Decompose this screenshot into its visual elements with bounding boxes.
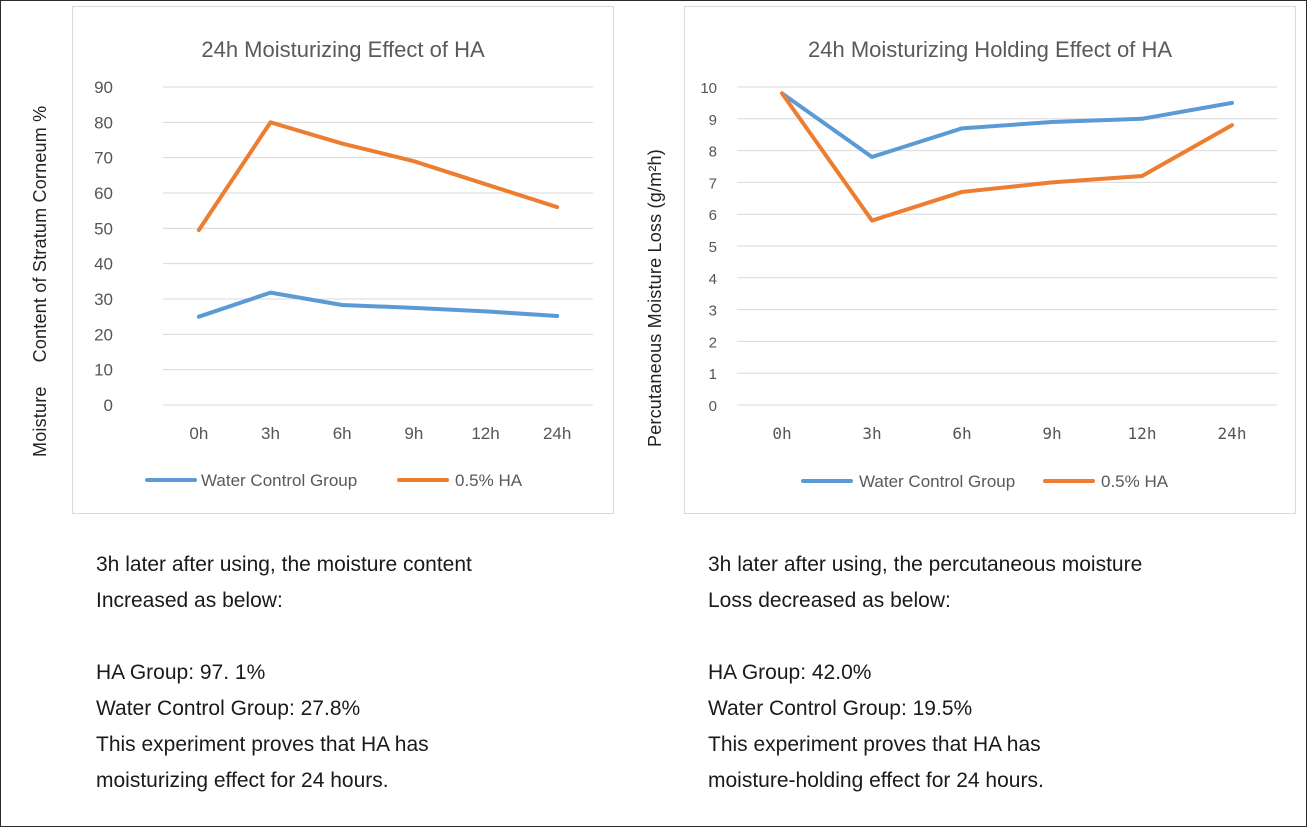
y-tick-label: 8 xyxy=(709,144,717,161)
note-line: Increased as below: xyxy=(96,589,283,612)
x-tick-label: 24h xyxy=(1218,424,1247,443)
x-tick-label: 6h xyxy=(333,424,352,443)
note-line: 3h later after using, the moisture conte… xyxy=(96,553,472,576)
note-line: moisture-holding effect for 24 hours. xyxy=(708,769,1044,792)
x-tick-label: 9h xyxy=(1042,424,1061,443)
legend-label: 0.5% HA xyxy=(455,471,523,490)
y-axis-label: Moisture Content of Stratum Corneum % xyxy=(30,106,51,457)
y-tick-label: 40 xyxy=(94,255,113,274)
legend-label: 0.5% HA xyxy=(1101,472,1169,491)
legend-label: Water Control Group xyxy=(859,472,1015,491)
x-tick-label: 9h xyxy=(404,424,423,443)
y-axis-label-part: Moisture xyxy=(30,386,50,457)
note-line: HA Group: 42.0% xyxy=(708,661,872,684)
series-line-water-control xyxy=(196,290,560,319)
chart-panel-holding: 24h Moisturizing Holding Effect of HA 0 1… xyxy=(684,6,1296,514)
x-tick-label: 0h xyxy=(189,424,208,443)
x-tick-label: 3h xyxy=(862,424,881,443)
notes-holding: 3h later after using, the percutaneous m… xyxy=(708,547,1268,799)
y-tick-label: 50 xyxy=(94,219,113,238)
x-tick-label: 12h xyxy=(1128,424,1157,443)
note-line: This experiment proves that HA has xyxy=(96,733,429,756)
y-tick-label: 9 xyxy=(709,112,717,129)
note-line: HA Group: 97. 1% xyxy=(96,661,266,684)
series-line-ha xyxy=(196,120,560,233)
y-axis-label: Percutaneous Moisture Loss (g/m²h) xyxy=(645,149,665,447)
y-tick-label: 80 xyxy=(94,113,113,132)
y-tick-label: 10 xyxy=(94,361,113,380)
y-tick-label: 0 xyxy=(709,398,717,415)
x-tick-label: 12h xyxy=(471,424,499,443)
chart-panel-moisturizing: 24h Moisturizing Effect of HA 0 10 20 30 40 5… xyxy=(72,6,614,514)
note-line: Loss decreased as below: xyxy=(708,589,951,612)
note-line: Water Control Group: 27.8% xyxy=(96,697,361,720)
note-line: moisturizing effect for 24 hours. xyxy=(96,769,389,792)
series-line-ha xyxy=(780,91,1234,223)
y-tick-label: 60 xyxy=(94,184,113,203)
chart-title: 24h Moisturizing Effect of HA xyxy=(201,37,485,62)
note-line: Water Control Group: 19.5% xyxy=(708,697,973,720)
chart-holding: 0 1 2 3 4 5 6 7 8 9 10 0h 3h 6h 9h 12h 24h Water Control … xyxy=(700,80,1277,491)
note-line: 3h later after using, the percutaneous m… xyxy=(708,553,1143,576)
y-tick-label: 30 xyxy=(94,290,113,309)
x-tick-label: 24h xyxy=(543,424,571,443)
x-tick-label: 3h xyxy=(261,424,280,443)
y-tick-label: 20 xyxy=(94,325,113,344)
chart-title: 24h Moisturizing Holding Effect of HA xyxy=(808,37,1172,62)
notes-moisturizing: 3h later after using, the moisture conte… xyxy=(96,547,616,799)
y-tick-label: 5 xyxy=(709,239,717,256)
y-tick-label: 90 xyxy=(94,78,113,97)
series-line-water-control xyxy=(780,91,1234,159)
y-tick-label: 10 xyxy=(700,80,717,97)
y-tick-label: 2 xyxy=(709,334,717,351)
y-tick-label: 70 xyxy=(94,149,113,168)
x-tick-label: 0h xyxy=(772,424,791,443)
chart-moisturizing: 0 10 20 30 40 50 60 70 80 90 0h 3h 6h 9h 12h 24h Water C… xyxy=(94,78,593,490)
y-tick-label: 1 xyxy=(709,366,717,383)
y-axis-label-part: Content of Stratum Corneum % xyxy=(30,105,50,363)
y-tick-label: 0 xyxy=(104,396,113,415)
note-line: This experiment proves that HA has xyxy=(708,733,1041,756)
y-tick-label: 4 xyxy=(709,271,717,288)
x-tick-label: 6h xyxy=(952,424,971,443)
y-tick-label: 6 xyxy=(709,207,717,224)
y-tick-label: 3 xyxy=(709,303,717,320)
y-tick-label: 7 xyxy=(709,175,717,192)
legend-label: Water Control Group xyxy=(201,471,357,490)
